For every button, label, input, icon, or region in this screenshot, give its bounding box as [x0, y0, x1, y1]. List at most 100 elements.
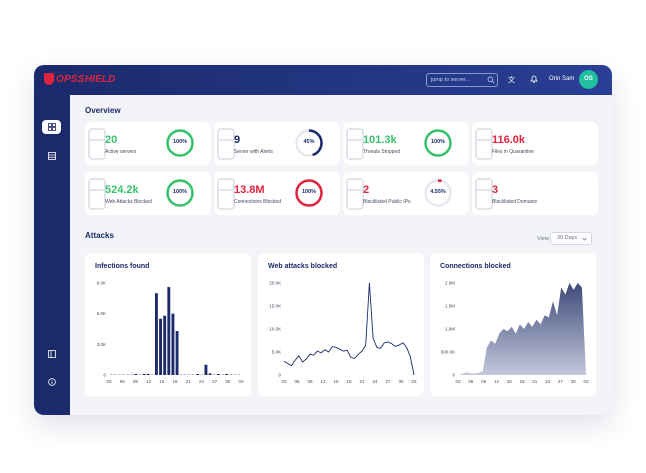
server-icon — [88, 128, 106, 160]
y-tick-label: 0 — [103, 373, 106, 378]
stat-label: Threats Stopped — [363, 149, 400, 155]
stat-card[interactable]: 101.3k Threats Stopped 100% — [343, 122, 469, 165]
bar — [175, 331, 179, 375]
stat-label: Web Attacks Blocked — [105, 199, 152, 205]
top-navbar: OPSSHIELD 文 Orin Sam OS — [34, 65, 612, 95]
domain-icon — [475, 178, 493, 210]
info-icon — [47, 378, 56, 386]
x-tick-label: 03 — [281, 379, 287, 384]
stat-value: 9 — [234, 134, 241, 146]
view-label: View — [537, 236, 549, 242]
progress-ring-fill — [424, 179, 452, 207]
bar — [167, 287, 171, 375]
logo-text: OPSSHIELD — [56, 73, 116, 85]
alert-icon — [217, 128, 235, 160]
sidebar — [34, 95, 70, 415]
x-tick-label: 21 — [359, 379, 365, 384]
x-tick-label: 12 — [146, 379, 152, 384]
infections-chart-title: Infections found — [95, 263, 150, 270]
y-tick-label: 15.0K — [269, 304, 281, 309]
x-tick-label: 30 — [225, 379, 231, 384]
bar — [196, 373, 200, 375]
x-tick-label: 06 — [468, 379, 474, 384]
bug-icon — [346, 128, 364, 160]
x-tick-label: 09 — [307, 379, 313, 384]
stat-card[interactable]: 116.0k Files in Quarantine — [472, 122, 598, 165]
x-tick-label: 30 — [398, 379, 404, 384]
connections-chart-card: Connections blocked 0 500.0K 1.0M 1.5M 2.0M 0… — [430, 253, 596, 396]
stat-value: 524.2k — [105, 184, 139, 196]
translate-icon[interactable]: 文 — [508, 74, 518, 84]
user-name[interactable]: Orin Sam — [549, 76, 575, 82]
file-icon — [475, 128, 493, 160]
stat-label: Connections Blocked — [234, 199, 281, 205]
sidebar-item-servers[interactable] — [42, 149, 61, 163]
bar — [134, 373, 138, 375]
progress-ring-fill — [166, 129, 194, 157]
x-tick-label: 24 — [199, 379, 205, 384]
bar — [171, 313, 175, 375]
x-tick-label: 18 — [346, 379, 352, 384]
stat-value: 13.8M — [234, 184, 265, 196]
app-window: OPSSHIELD 文 Orin Sam OS — [34, 65, 612, 415]
sidebar-item-dashboard[interactable] — [42, 120, 61, 134]
bar — [146, 373, 150, 375]
stat-card[interactable]: 2 Blacklisted Public IPs 4.55% — [343, 172, 469, 215]
y-tick-label: 5.0K — [272, 350, 281, 355]
stat-card[interactable]: 524.2k Web Attacks Blocked 100% — [85, 172, 211, 215]
y-tick-label: 10.0K — [269, 327, 281, 332]
x-tick-label: 30 — [571, 379, 577, 384]
progress-percent: 100% — [172, 189, 188, 195]
logo[interactable]: OPSSHIELD — [44, 73, 116, 85]
progress-percent: 4.55% — [430, 189, 446, 195]
y-tick-label: 500.0K — [441, 350, 455, 355]
chevron-down-icon — [582, 237, 587, 241]
x-tick-label: 21 — [186, 379, 192, 384]
stat-card[interactable]: 13.8M Connections Blocked 100% — [214, 172, 340, 215]
y-tick-label: 0 — [452, 373, 455, 378]
bar — [208, 373, 212, 375]
view-period-select[interactable]: 30 Days — [550, 232, 592, 245]
x-tick-label: 03 — [238, 379, 244, 384]
search-icon[interactable] — [487, 76, 495, 84]
x-tick-label: 15 — [507, 379, 513, 384]
x-tick-label: 12 — [320, 379, 326, 384]
y-tick-label: 1.5M — [445, 304, 455, 309]
stat-value: 3 — [492, 184, 499, 196]
web-attacks-line-chart: 0 5.0K 10.0K 15.0K 20.0K 03 06 09 12 15 18 21 24 27 30… — [269, 281, 417, 385]
stat-value: 116.0k — [492, 134, 526, 146]
x-tick-label: 03 — [455, 379, 461, 384]
bar — [163, 315, 167, 375]
connections-chart-title: Connections blocked — [440, 263, 511, 270]
sidebar-item-info[interactable] — [42, 375, 61, 389]
stat-card[interactable]: 3 Blacklisted Domains — [472, 172, 598, 215]
sidebar-collapse-button[interactable] — [42, 347, 61, 361]
stat-card[interactable]: 9 Server with Alerts 45% — [214, 122, 340, 165]
dashboard-icon — [47, 123, 56, 131]
shield-icon — [88, 178, 106, 210]
bell-icon[interactable] — [529, 74, 539, 84]
stat-card[interactable]: 20 Active servers 100% — [85, 122, 211, 165]
bar — [216, 373, 220, 375]
progress-ring-fill — [166, 179, 194, 207]
bar — [154, 293, 158, 375]
infections-chart-card: Infections found 0 3.0K 6.0K 9.0K 03 06 09 12 15… — [85, 253, 251, 396]
server-search-input[interactable] — [426, 73, 498, 87]
y-tick-label: 20.0K — [269, 281, 281, 286]
y-tick-label: 6.0K — [97, 311, 106, 316]
bar — [225, 373, 229, 375]
progress-ring-fill — [424, 129, 452, 157]
progress-percent: 100% — [301, 189, 317, 195]
stat-label: Blacklisted Public IPs — [363, 199, 411, 205]
bar — [204, 364, 208, 375]
progress-percent: 100% — [172, 139, 188, 145]
progress-ring — [166, 129, 194, 157]
y-tick-label: 9.0K — [97, 281, 106, 286]
web-attacks-chart-card: Web attacks blocked 0 5.0K 10.0K 15.0K 20.0K… — [258, 253, 424, 396]
stat-label: Blacklisted Domains — [492, 199, 538, 205]
series-line — [283, 282, 415, 376]
stat-value: 2 — [363, 184, 370, 196]
x-tick-label: 15 — [159, 379, 165, 384]
avatar[interactable]: OS — [579, 70, 598, 89]
connections-area-chart: 0 500.0K 1.0M 1.5M 2.0M 03 06 09 12 15 18 21 24 27 30 0… — [441, 281, 589, 385]
